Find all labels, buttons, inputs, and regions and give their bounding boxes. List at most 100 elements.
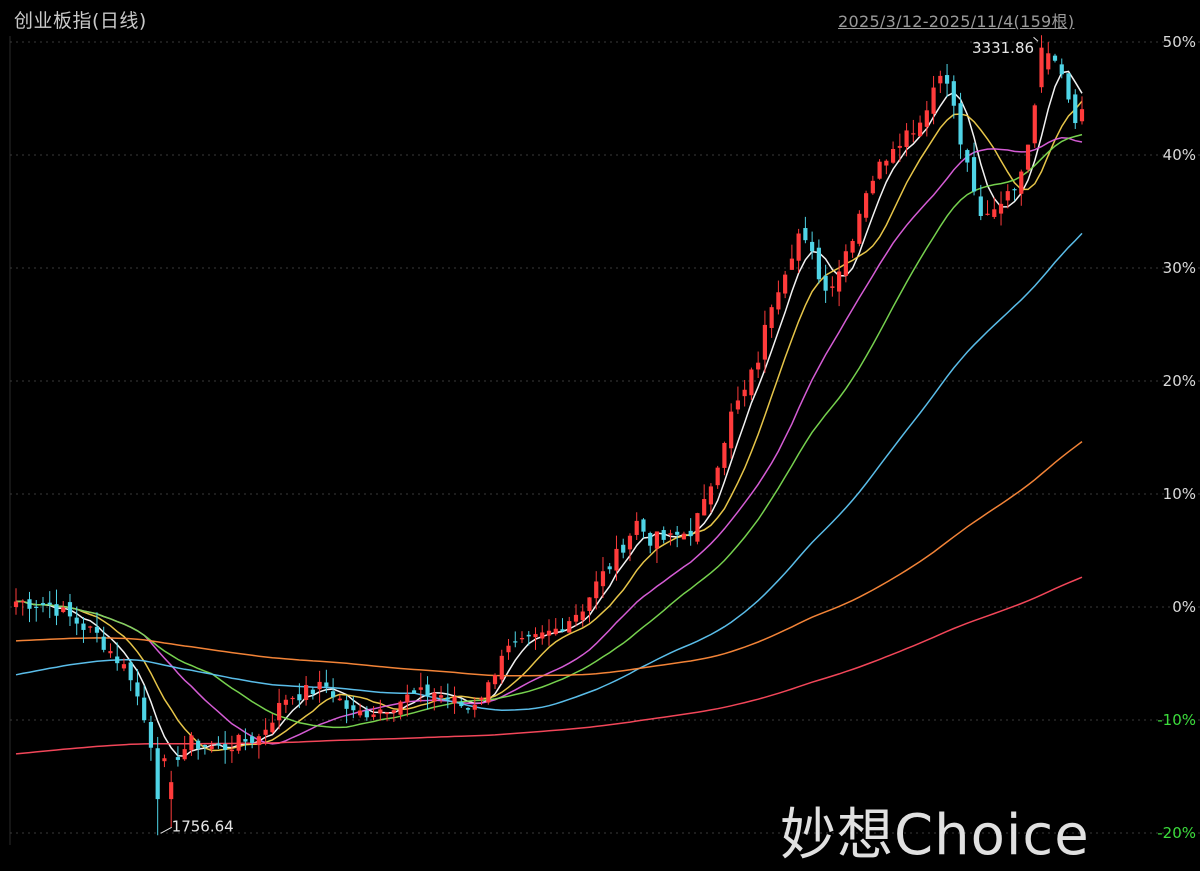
candle-body [1052, 55, 1058, 61]
candle-body [1073, 94, 1078, 124]
candle-body [283, 699, 288, 705]
date-range-label[interactable]: 2025/3/12-2025/11/4(159根) [838, 12, 1075, 31]
candle-body [236, 734, 241, 751]
candle-body [519, 638, 525, 640]
ma-line-60 [15, 232, 1083, 711]
candle-body [128, 662, 133, 681]
candle-body [944, 75, 950, 84]
candle-body [580, 611, 585, 621]
high-pointer [1033, 36, 1039, 42]
ma-line-120 [15, 441, 1083, 677]
candle-body [472, 704, 477, 710]
candle-body [661, 530, 666, 540]
candle-body [837, 271, 842, 292]
low-label: 1756.64 [172, 817, 234, 835]
y-tick-label: 0% [1172, 598, 1196, 616]
candle-body [594, 581, 599, 599]
candle-body [384, 712, 390, 715]
ma-line-10 [15, 100, 1083, 752]
candle-body [587, 597, 592, 611]
candle-body [904, 130, 909, 148]
candle-body [169, 782, 174, 800]
candle-body [459, 702, 464, 707]
candle-body [621, 544, 626, 553]
candle-body [810, 241, 815, 252]
candle-body [729, 411, 734, 449]
candle-body [607, 566, 612, 570]
candle-body [877, 161, 882, 179]
candle-body [162, 758, 167, 762]
candle-body [216, 743, 221, 746]
candle-body [1039, 47, 1044, 88]
candle-body [108, 651, 113, 654]
candle-body [121, 664, 127, 669]
candle-body [567, 621, 572, 633]
candle-body [317, 681, 322, 690]
candle-body [627, 535, 633, 550]
candle-body [1059, 64, 1064, 75]
candle-body [573, 614, 579, 622]
candle-body [796, 233, 801, 261]
candle-body [101, 636, 106, 650]
candle-body [405, 694, 410, 703]
candle-body [958, 103, 963, 145]
candle-body [600, 571, 606, 587]
candle-body [1025, 144, 1031, 170]
candle-body [911, 133, 916, 135]
candle-body [985, 213, 990, 215]
candle-body [115, 656, 120, 664]
candle-body [189, 735, 194, 751]
candle-body [715, 467, 720, 486]
ma-line-20 [15, 136, 1083, 745]
candle-body [708, 486, 714, 505]
candle-body [864, 193, 869, 218]
candle-body [681, 533, 687, 540]
candle-body [344, 700, 349, 709]
candle-body [789, 258, 794, 270]
candle-body [843, 251, 848, 276]
ma-line-30 [15, 133, 1083, 729]
candle-body [998, 203, 1004, 214]
ma-line-250 [15, 576, 1083, 755]
y-tick-label: -10% [1157, 711, 1196, 729]
candle-body [135, 682, 140, 697]
candle-body [263, 729, 268, 735]
y-tick-label: 50% [1163, 33, 1196, 51]
candle-body [783, 274, 788, 294]
candle-body [1032, 105, 1037, 144]
y-tick-label: 20% [1163, 372, 1196, 390]
candle-body [513, 641, 518, 643]
chart-frame: 创业板指(日线) 2025/3/12-2025/11/4(159根) 50% 40… [9, 10, 1200, 868]
candle-body [88, 626, 93, 628]
candle-body [175, 757, 181, 760]
candle-body [371, 714, 376, 718]
candle-body [870, 180, 875, 194]
candle-body [924, 110, 929, 127]
candle-body [452, 696, 457, 704]
candle-body [364, 710, 369, 718]
candle-body [229, 749, 234, 752]
candle-body [270, 722, 275, 733]
candle-body [634, 520, 639, 535]
candle-body [209, 746, 214, 750]
low-pointer [160, 826, 172, 834]
candle-body [499, 655, 504, 680]
candle-body [34, 606, 39, 608]
candle-body [304, 685, 309, 700]
candle-body [688, 530, 693, 537]
candle-body [553, 628, 558, 635]
candle-body [142, 697, 147, 721]
candle-body [290, 697, 295, 700]
candle-body [398, 701, 403, 715]
candle-body [357, 710, 363, 716]
candlestick-chart: 50% 40% 30% 20% 10% 0% -10% -20% 3331.86 1756.64 [9, 33, 1200, 845]
candle-body [938, 75, 943, 84]
y-tick-label: 30% [1163, 259, 1196, 277]
candle-body [702, 499, 707, 516]
candle-body [331, 691, 336, 698]
candle-body [1079, 109, 1085, 122]
candle-body [890, 149, 896, 163]
candle-body [155, 748, 160, 800]
candle-body [47, 602, 52, 605]
candle-body [40, 603, 46, 605]
